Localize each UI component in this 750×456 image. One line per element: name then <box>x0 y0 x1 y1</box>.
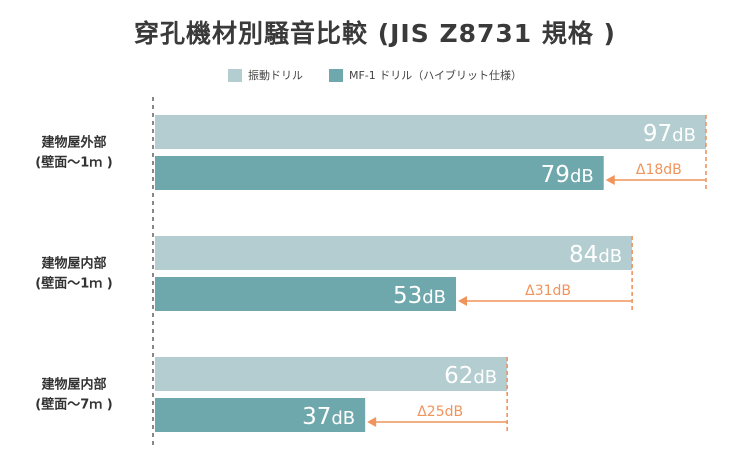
category-sublabel: (壁面〜1ｍ ) <box>35 276 112 292</box>
delta-label: Δ31dB <box>525 283 571 299</box>
category-sublabel: (壁面〜7ｍ ) <box>35 397 112 413</box>
legend: 振動ドリル MF-1 ドリル（ハイブリット仕様） <box>0 67 750 83</box>
bar <box>155 357 508 391</box>
bar <box>155 398 366 432</box>
bar <box>155 236 633 270</box>
category-label: 建物屋内部 <box>41 256 106 272</box>
bar-value-label: 53dB <box>393 283 446 309</box>
bar-value-label: 84dB <box>569 242 622 268</box>
bar <box>155 156 604 190</box>
legend-item-vibration-drill: 振動ドリル <box>227 67 303 83</box>
category-sublabel: (壁面〜1ｍ ) <box>35 155 112 171</box>
delta-arrowhead <box>458 296 468 306</box>
delta-arrowhead <box>605 175 615 185</box>
legend-swatch-mf1-drill <box>328 68 343 82</box>
bar-value-label: 62dB <box>444 363 497 389</box>
legend-label-vibration-drill: 振動ドリル <box>247 69 303 82</box>
legend-swatch-vibration-drill <box>227 68 242 82</box>
bar <box>155 115 706 149</box>
delta-label: Δ25dB <box>417 404 463 420</box>
legend-label-mf1-drill: MF-1 ドリル（ハイブリット仕様） <box>348 69 523 82</box>
category-label: 建物屋内部 <box>41 377 106 393</box>
chart-title: 穿孔機材別騒音比較 (JIS Z8731 規格 ) <box>134 19 616 48</box>
bar <box>155 277 457 311</box>
bar-value-label: 97dB <box>643 121 696 147</box>
legend-item-mf1-drill: MF-1 ドリル（ハイブリット仕様） <box>328 67 523 83</box>
delta-label: Δ18dB <box>636 162 682 178</box>
category-label: 建物屋外部 <box>41 135 106 151</box>
bar-value-label: 37dB <box>302 404 355 430</box>
bar-value-label: 79dB <box>541 162 594 188</box>
delta-arrowhead <box>367 417 377 427</box>
